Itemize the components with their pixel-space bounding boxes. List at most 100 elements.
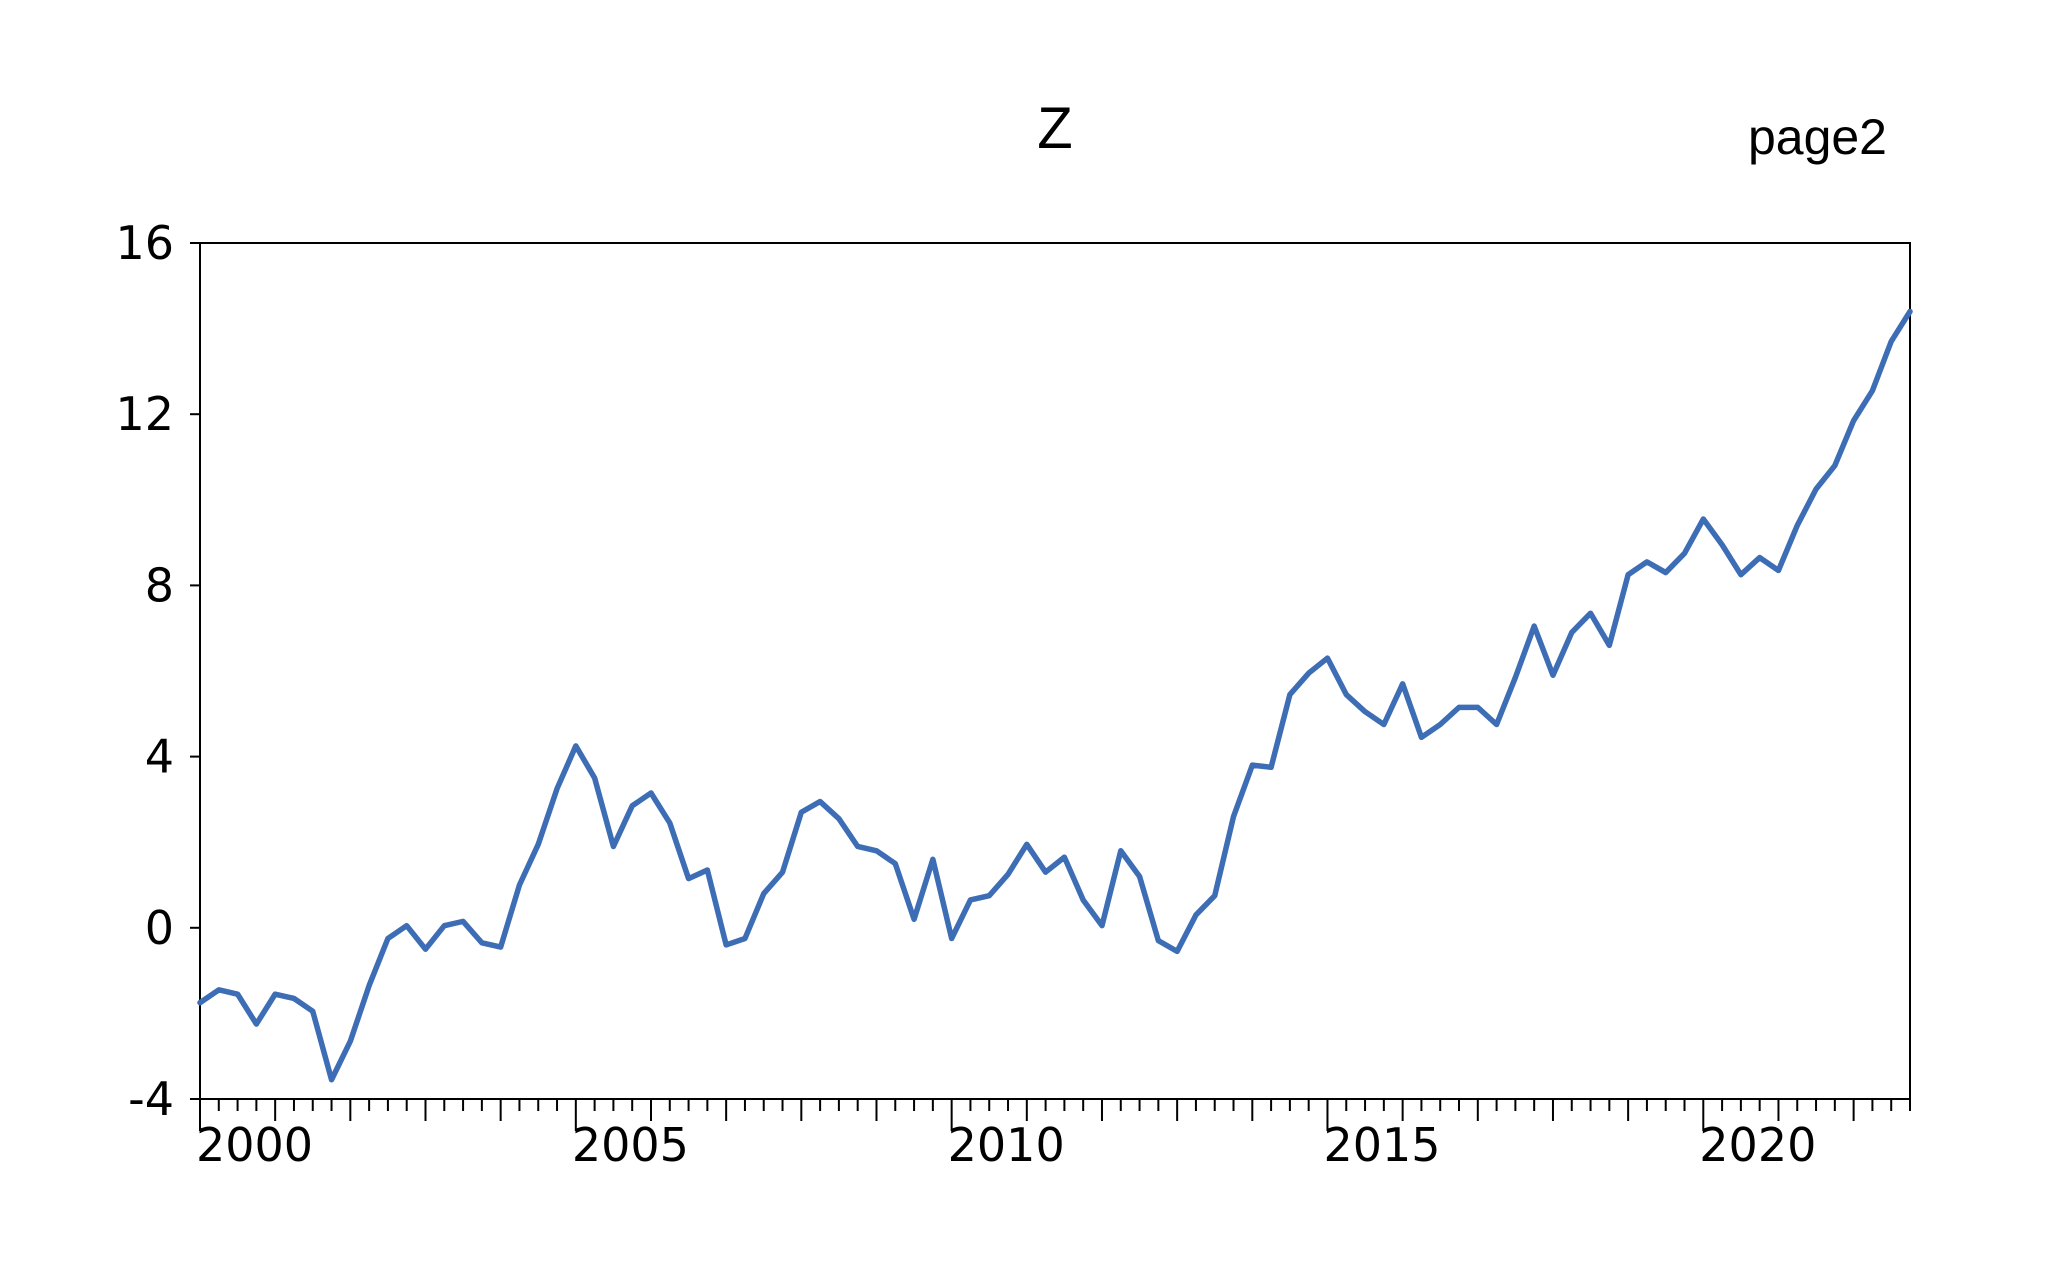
data-point (594, 777, 596, 779)
data-point (1684, 552, 1686, 554)
data-point (1796, 524, 1798, 526)
data-point (1176, 950, 1178, 952)
data-point (1759, 557, 1761, 559)
x-tick-label: 2010 (948, 1118, 1065, 1172)
data-point (1552, 674, 1554, 676)
data-point (800, 811, 802, 813)
data-point (1665, 572, 1667, 574)
data-point (237, 993, 239, 995)
data-point (518, 884, 520, 886)
data-point (575, 745, 577, 747)
y-tick-label: 12 (115, 387, 174, 441)
x-tick-label: 2000 (196, 1118, 313, 1172)
data-point (1533, 625, 1535, 627)
data-point (838, 818, 840, 820)
data-point (462, 920, 464, 922)
data-point (1571, 631, 1573, 633)
data-point (1026, 843, 1028, 845)
chart-title: Z (1037, 96, 1072, 161)
data-point (1590, 612, 1592, 614)
data-point (1063, 856, 1065, 858)
data-point (1308, 672, 1310, 674)
data-point (744, 938, 746, 940)
data-point (1871, 390, 1873, 392)
data-point (1383, 724, 1385, 726)
data-point (1890, 340, 1892, 342)
data-point (894, 863, 896, 865)
data-point (1045, 871, 1047, 873)
data-point (669, 822, 671, 824)
data-point (312, 1010, 314, 1012)
data-point (932, 858, 934, 860)
data-point (331, 1079, 333, 1081)
x-tick-label: 2020 (1699, 1118, 1816, 1172)
data-point (1270, 766, 1272, 768)
y-tick-label: -4 (128, 1072, 174, 1126)
data-point (688, 878, 690, 880)
data-point (556, 788, 558, 790)
x-axis: 2000 2005 2010 2015 2020 (196, 1099, 1911, 1172)
data-point (1251, 764, 1253, 766)
data-point (1646, 561, 1648, 563)
data-point (1909, 310, 1911, 312)
data-point (1477, 706, 1479, 708)
data-point (1139, 875, 1141, 877)
data-point (1082, 899, 1084, 901)
data-point (218, 989, 220, 991)
data-point (819, 801, 821, 803)
data-point (1157, 940, 1159, 942)
data-point (1458, 706, 1460, 708)
data-point (951, 938, 953, 940)
data-point (1364, 711, 1366, 713)
data-point (631, 805, 633, 807)
data-point (1853, 420, 1855, 422)
data-point (406, 925, 408, 927)
data-point (988, 895, 990, 897)
data-point (857, 845, 859, 847)
data-point (255, 1023, 257, 1025)
data-point (1496, 724, 1498, 726)
data-point (368, 985, 370, 987)
y-tick-label: 16 (115, 216, 174, 270)
data-point (1627, 574, 1629, 576)
data-point (1120, 850, 1122, 852)
data-point (1721, 544, 1723, 546)
data-point (969, 899, 971, 901)
data-point (1740, 574, 1742, 576)
data-point (1233, 816, 1235, 818)
y-tick-label: 4 (145, 730, 174, 784)
data-point (274, 993, 276, 995)
data-point (481, 942, 483, 944)
data-point (1402, 683, 1404, 685)
data-point (650, 792, 652, 794)
data-point (1702, 518, 1704, 520)
data-point (875, 850, 877, 852)
y-tick-label: 0 (145, 901, 174, 955)
data-point (349, 1040, 351, 1042)
data-point (443, 925, 445, 927)
data-point (1101, 925, 1103, 927)
x-tick-label: 2005 (572, 1118, 689, 1172)
page-label: page2 (1748, 109, 1887, 165)
data-point (1420, 736, 1422, 738)
series-line (197, 308, 1913, 1083)
plot-frame (199, 242, 1911, 1100)
series-points (199, 310, 1911, 1080)
data-point (1514, 676, 1516, 678)
data-point (1608, 644, 1610, 646)
data-point (293, 997, 295, 999)
data-point (424, 948, 426, 950)
data-point (1777, 569, 1779, 571)
data-point (782, 871, 784, 873)
data-point (1195, 914, 1197, 916)
y-axis: -4 0 4 8 12 16 (115, 216, 200, 1126)
y-tick-label: 8 (145, 558, 174, 612)
data-point (1214, 895, 1216, 897)
data-point (706, 869, 708, 871)
data-point (1345, 694, 1347, 696)
x-tick-label: 2015 (1323, 1118, 1440, 1172)
data-point (387, 938, 389, 940)
data-point (1007, 873, 1009, 875)
